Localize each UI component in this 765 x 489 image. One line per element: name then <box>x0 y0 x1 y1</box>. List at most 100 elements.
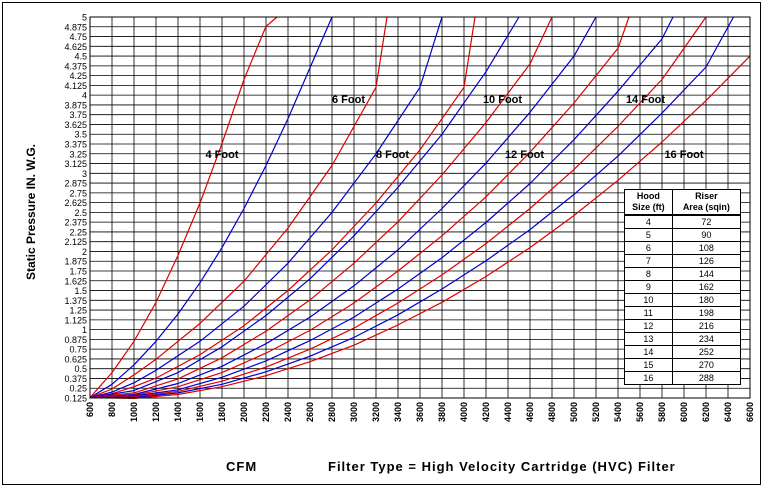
y-tick-label: 3.625 <box>64 120 87 130</box>
y-tick-label: 1.875 <box>64 257 87 267</box>
y-tick-label: 1.375 <box>64 296 87 306</box>
y-tick-label: 4.75 <box>69 32 87 42</box>
y-tick-label: 4.375 <box>64 61 87 71</box>
x-tick-label: 4800 <box>547 402 557 422</box>
y-tick-label: 2.75 <box>69 188 87 198</box>
table-header-hood: Hood Size (ft) <box>624 189 673 216</box>
hood-size-cell: 8 <box>624 267 673 281</box>
y-tick-label: 3 <box>82 169 87 179</box>
series-line-hood-6 <box>89 16 388 399</box>
y-tick-label: 0.375 <box>64 374 87 384</box>
x-tick-label: 800 <box>107 402 117 417</box>
y-axis-label: Static Pressure IN. W.G. <box>24 144 38 280</box>
series-line-hood-14 <box>89 16 707 399</box>
series-line-hood-12 <box>89 16 630 399</box>
x-tick-label: 5000 <box>569 402 579 422</box>
y-tick-label: 2 <box>82 247 87 257</box>
y-tick-label: 3.25 <box>69 149 87 159</box>
riser-area-cell: 72 <box>671 214 742 229</box>
hood-size-cell: 15 <box>624 358 673 372</box>
x-tick-label: 1200 <box>151 402 161 422</box>
x-tick-label: 2800 <box>327 402 337 422</box>
table-header-hood-line2: Size (ft) <box>632 202 665 212</box>
x-tick-label: 4000 <box>459 402 469 422</box>
hood-size-table: Hood Size (ft) Riser Area (sqin) 4 72 5 90 6… <box>624 189 742 385</box>
curve-annotation: 8 Foot <box>376 149 409 161</box>
x-tick-label: 6200 <box>701 402 711 422</box>
series-line-hood-13 <box>89 16 674 399</box>
x-tick-label: 3000 <box>349 402 359 422</box>
y-tick-label: 0.125 <box>64 394 87 404</box>
x-tick-labels: 600 800 1000 1200 1400 1600 1800 2000 2200 2400 26… <box>85 402 755 422</box>
table-row: 15 270 <box>624 358 742 372</box>
x-tick-label: 2000 <box>239 402 249 422</box>
x-tick-label: 2600 <box>305 402 315 422</box>
table-header-riser: Riser Area (sqin) <box>671 189 742 216</box>
series-line-hood-9 <box>89 16 520 399</box>
x-tick-label: 600 <box>85 402 95 417</box>
y-tick-label: 4.125 <box>64 81 87 91</box>
x-tick-label: 3600 <box>415 402 425 422</box>
x-tick-label: 1800 <box>217 402 227 422</box>
hood-size-cell: 10 <box>624 293 673 307</box>
riser-area-cell: 108 <box>671 241 742 255</box>
series-line-hood-5 <box>89 16 333 399</box>
hood-size-cell: 14 <box>624 345 673 359</box>
series-line-hood-11 <box>89 16 597 399</box>
x-tick-label: 5400 <box>613 402 623 422</box>
y-tick-label: 2.875 <box>64 179 87 189</box>
riser-area-cell: 180 <box>671 293 742 307</box>
curve-annotation: 12 Foot <box>505 149 544 161</box>
x-tick-label: 5600 <box>635 402 645 422</box>
y-tick-label: 1.5 <box>74 286 87 296</box>
table-row: 16 288 <box>624 371 742 385</box>
y-tick-label: 0.625 <box>64 354 87 364</box>
y-tick-label: 2.375 <box>64 218 87 228</box>
y-tick-label: 2.5 <box>74 208 87 218</box>
y-tick-label: 0.75 <box>69 345 87 355</box>
y-tick-label: 3.75 <box>69 110 87 120</box>
table-body: 4 72 5 90 6 108 7 126 8 144 9 162 10 180 11 198 12 216 13 2… <box>624 214 742 385</box>
x-axis-label: CFM <box>226 459 258 474</box>
y-tick-label: 4.5 <box>74 52 87 62</box>
table-row: 11 198 <box>624 306 742 320</box>
riser-area-cell: 288 <box>671 371 742 385</box>
riser-area-cell: 216 <box>671 319 742 333</box>
curve-annotation: 14 Foot <box>626 94 665 106</box>
riser-area-cell: 90 <box>671 228 742 242</box>
table-row: 9 162 <box>624 280 742 294</box>
x-tick-label: 4400 <box>503 402 513 422</box>
curve-annotation: 10 Foot <box>483 94 522 106</box>
series-line-hood-16 <box>89 55 751 399</box>
hood-size-cell: 16 <box>624 371 673 385</box>
table-row: 7 126 <box>624 254 742 268</box>
hood-size-cell: 5 <box>624 228 673 242</box>
riser-area-cell: 198 <box>671 306 742 320</box>
series-line-hood-10 <box>89 16 553 399</box>
curve-annotation: 4 Foot <box>206 149 239 161</box>
series-line-hood-15 <box>90 16 735 399</box>
x-tick-label: 3800 <box>437 402 447 422</box>
series-line-hood-8 <box>89 16 476 399</box>
y-tick-label: 4.625 <box>64 42 87 52</box>
series-lines <box>89 16 751 399</box>
series-line-hood-7 <box>89 16 443 399</box>
y-tick-labels: 0.1250.250.3750.50.6250.750.87511.1251.2… <box>64 13 87 404</box>
y-tick-label: 2.25 <box>69 227 87 237</box>
hood-size-cell: 13 <box>624 332 673 346</box>
y-tick-label: 0.5 <box>74 364 87 374</box>
riser-area-cell: 234 <box>671 332 742 346</box>
curve-annotation: 6 Foot <box>332 94 365 106</box>
x-tick-label: 6400 <box>723 402 733 422</box>
y-tick-label: 2.125 <box>64 237 87 247</box>
y-tick-label: 4.25 <box>69 71 87 81</box>
riser-area-cell: 162 <box>671 280 742 294</box>
series-line-hood-4 <box>89 16 278 398</box>
table-row: 14 252 <box>624 345 742 359</box>
table-header-riser-line2: Area (sqin) <box>682 202 730 212</box>
table-row: 6 108 <box>624 241 742 255</box>
y-tick-label: 4.875 <box>64 22 87 32</box>
hood-size-cell: 11 <box>624 306 673 320</box>
y-tick-label: 1 <box>82 325 87 335</box>
x-tick-label: 4600 <box>525 402 535 422</box>
